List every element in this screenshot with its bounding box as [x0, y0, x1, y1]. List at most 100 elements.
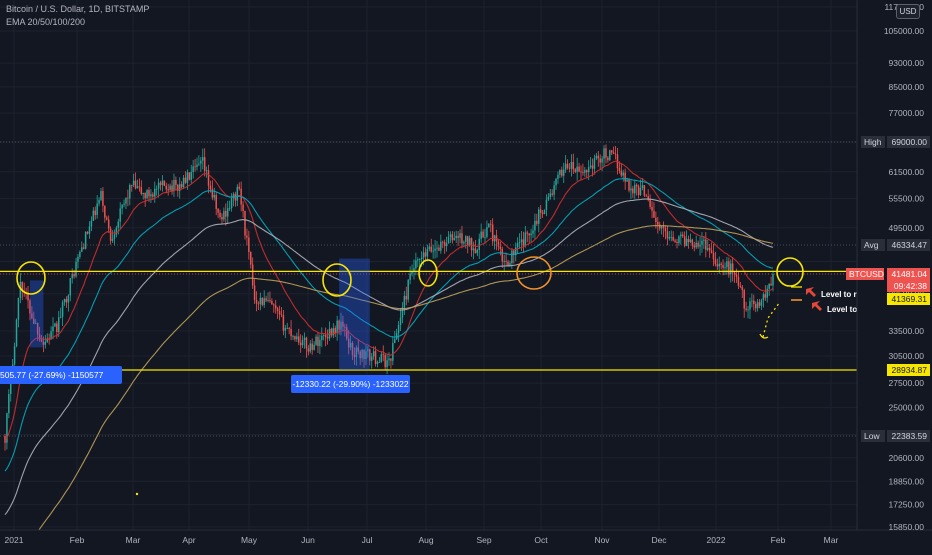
candle [501, 246, 504, 268]
candle-body [415, 260, 417, 269]
candle [365, 345, 367, 365]
candle-body [154, 188, 156, 197]
candle-body [745, 308, 747, 310]
candle-body [672, 236, 674, 241]
candle-body [152, 194, 154, 197]
measure-left-label[interactable]: 505.77 (-27.69%) -1150577 [0, 366, 122, 384]
highlight-circle-sep[interactable] [516, 256, 552, 290]
candle-body [90, 220, 93, 227]
candle-body [321, 335, 323, 340]
high-label-text: High [864, 137, 882, 147]
candle [764, 285, 767, 302]
candle [355, 345, 358, 366]
candle-body [319, 339, 321, 346]
candle-body [451, 234, 454, 241]
arrow-level-1[interactable] [806, 287, 816, 297]
currency-button[interactable]: USD [896, 4, 920, 19]
candle [121, 204, 123, 215]
candle-body [457, 235, 459, 238]
candle-body [311, 343, 313, 350]
candle [486, 220, 488, 239]
low-label-text: Low [864, 431, 880, 441]
candle [159, 180, 162, 191]
arrow-level-2[interactable] [812, 301, 822, 311]
candle-body [298, 336, 300, 343]
candle [731, 257, 734, 282]
annotation-level-to-retain-1[interactable]: Level to retain [821, 290, 875, 299]
candle-body [634, 184, 636, 194]
candle-body [424, 252, 427, 257]
candle [461, 225, 463, 249]
candle-body [236, 186, 239, 201]
candle [751, 293, 753, 308]
candle-body [351, 342, 354, 355]
candle-body [40, 339, 43, 342]
candle [465, 235, 467, 249]
highlight-circle-jan[interactable] [16, 261, 46, 295]
candle [106, 215, 108, 221]
candle [144, 192, 146, 207]
candle-body [182, 177, 185, 188]
candle-body [453, 238, 456, 241]
countdown-badge: 09:42:38 [887, 279, 930, 292]
candle [753, 294, 755, 311]
candle [58, 310, 60, 337]
candle-body [395, 332, 398, 340]
candle-body [514, 247, 517, 256]
ema200-line [35, 225, 774, 536]
candle-body [159, 182, 162, 186]
annotation-level-to-retain-2[interactable]: Level to retain [827, 305, 881, 314]
candle [165, 182, 168, 194]
candle [107, 215, 110, 233]
measure-right-box [291, 375, 410, 393]
candle [547, 193, 550, 202]
candle-body [102, 191, 104, 206]
highlight-circle-jun[interactable] [322, 263, 352, 297]
candle-body [701, 240, 703, 245]
candle-body [150, 194, 152, 197]
avg-label: Avg [861, 238, 885, 251]
candle-body [397, 324, 400, 333]
candle [50, 326, 52, 340]
measure-left-area[interactable] [29, 280, 44, 348]
highlight-circle-feb[interactable] [776, 257, 804, 287]
candle [739, 282, 742, 289]
candle [369, 348, 371, 366]
candle-body [532, 230, 534, 234]
marker-price-badge: 41369.31 [887, 292, 930, 305]
candle-body [336, 320, 338, 333]
indicator-legend[interactable]: EMA 20/50/100/200 [6, 17, 86, 27]
candle-body [276, 308, 279, 311]
candle-body [651, 206, 653, 211]
candle-body [664, 227, 667, 232]
candle-body [403, 295, 406, 308]
candle-body [601, 158, 603, 163]
candle-body [490, 223, 492, 225]
candle [526, 230, 528, 243]
candle-body [647, 196, 649, 200]
candle [580, 165, 582, 180]
candle-body [117, 221, 120, 228]
candle-body [73, 274, 75, 277]
candle [538, 207, 540, 233]
candle [161, 175, 164, 192]
candle-body [344, 326, 346, 328]
swing-mark[interactable] [759, 333, 769, 339]
candle [445, 236, 448, 252]
highlight-circle-aug[interactable] [418, 259, 438, 287]
candle [536, 213, 538, 227]
measure-right-area[interactable] [339, 258, 370, 370]
candle-body [226, 208, 229, 217]
candle-body [764, 294, 767, 298]
candle-body [207, 170, 210, 186]
candle-body [13, 346, 16, 365]
symbol-badge: BTCUSD [846, 267, 884, 280]
candle [282, 309, 285, 336]
measure-right-label[interactable]: -12330.22 (-29.90%) -1233022 [291, 375, 410, 393]
y-tick-label: 27500.00 [889, 378, 925, 388]
candle [90, 216, 93, 232]
candle [424, 247, 427, 262]
candle-body [411, 271, 413, 274]
